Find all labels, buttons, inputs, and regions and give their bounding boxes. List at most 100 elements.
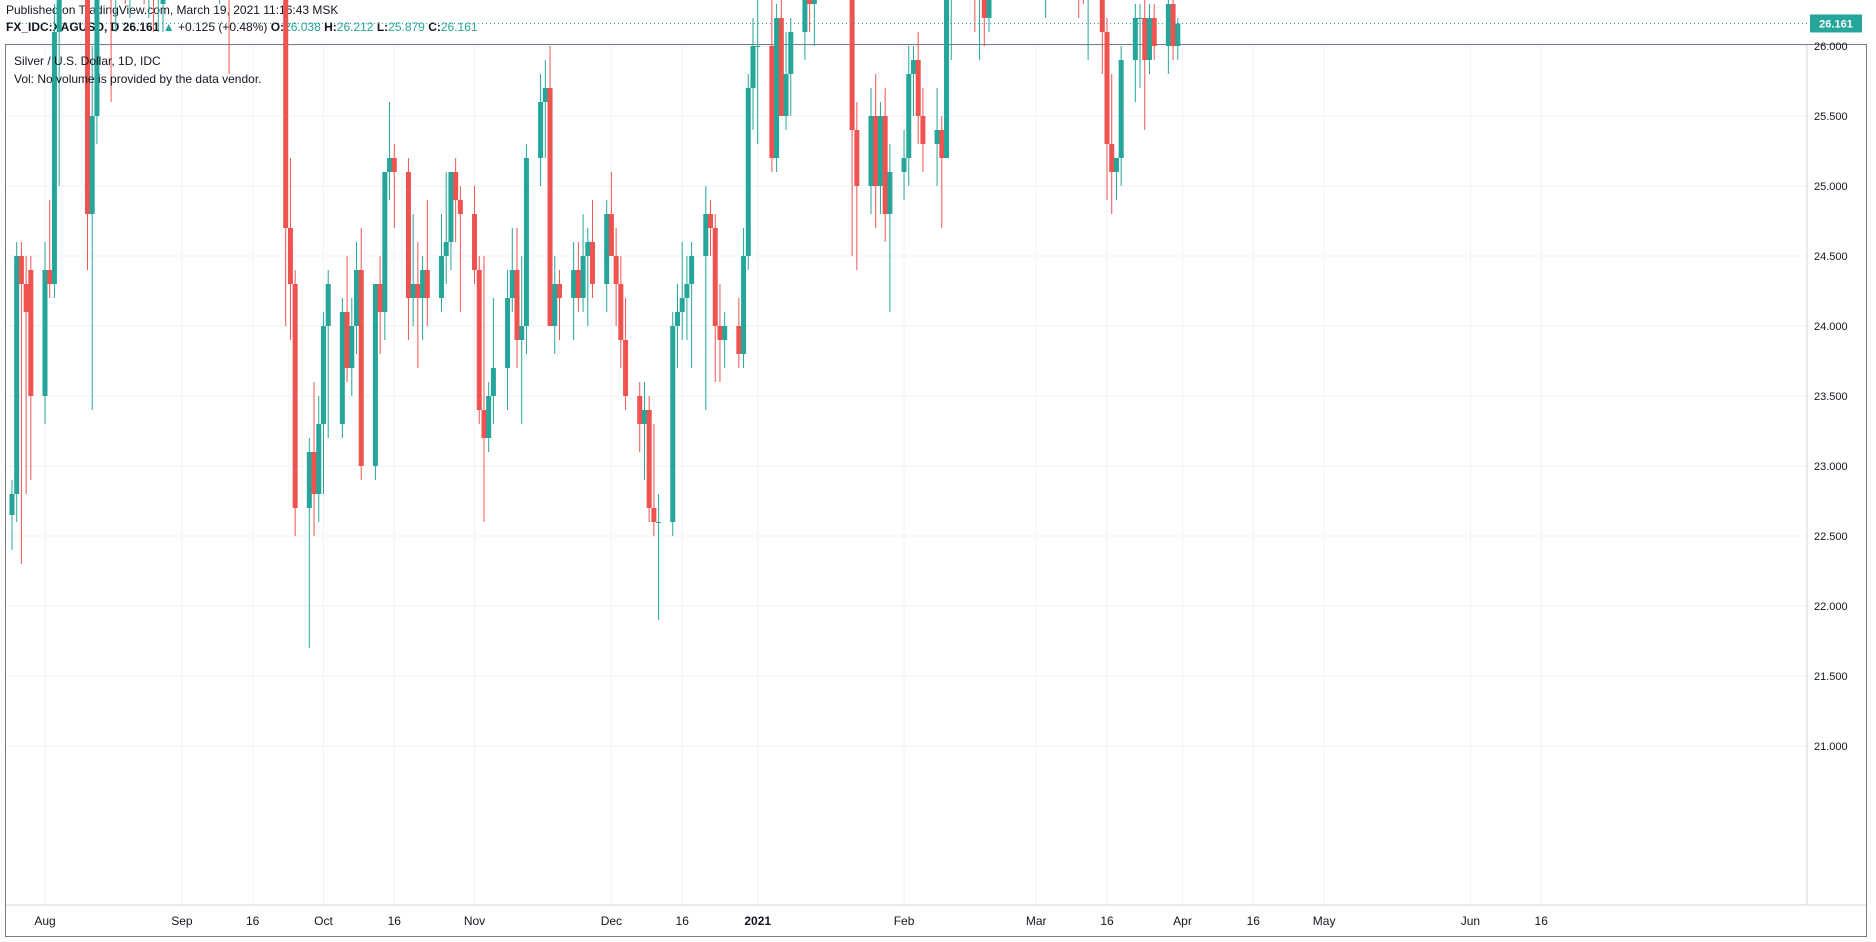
candle bbox=[377, 256, 383, 354]
candle bbox=[651, 424, 657, 536]
candle bbox=[1113, 158, 1119, 200]
candle bbox=[523, 144, 529, 354]
candle bbox=[944, 0, 950, 158]
candle bbox=[28, 256, 34, 480]
candle bbox=[1104, 18, 1110, 200]
candle-body bbox=[1146, 18, 1152, 60]
high-value: 26.212 bbox=[336, 20, 374, 34]
time-tick-label: Aug bbox=[34, 914, 55, 928]
candle bbox=[490, 298, 496, 424]
low-value: 25.879 bbox=[388, 20, 425, 34]
candle-body bbox=[618, 284, 624, 340]
candle bbox=[736, 298, 742, 368]
candle bbox=[287, 158, 293, 340]
candle bbox=[679, 242, 685, 340]
price-tick-label: 23.000 bbox=[1814, 461, 1848, 473]
candle-body bbox=[788, 32, 794, 74]
candle-body bbox=[523, 158, 529, 326]
price-tick-label: 23.500 bbox=[1814, 391, 1848, 403]
candle-body bbox=[23, 284, 29, 312]
candle-body bbox=[438, 256, 444, 298]
candle-body bbox=[641, 410, 647, 424]
candle bbox=[1099, 0, 1105, 74]
candle bbox=[585, 228, 591, 326]
candle bbox=[950, 0, 952, 60]
candle-body bbox=[736, 326, 742, 354]
candle bbox=[590, 200, 596, 298]
candle bbox=[1078, 0, 1080, 18]
candle-body bbox=[849, 0, 855, 130]
time-tick-label: Apr bbox=[1173, 914, 1192, 928]
candle bbox=[769, 0, 775, 172]
candle-body bbox=[538, 102, 544, 158]
candle bbox=[778, 0, 784, 116]
candle-body bbox=[453, 172, 459, 200]
candle-body bbox=[420, 270, 426, 298]
candle-body bbox=[1099, 0, 1105, 32]
candle-body bbox=[509, 270, 515, 298]
candle bbox=[1146, 4, 1152, 74]
candle-body bbox=[56, 0, 62, 32]
candle bbox=[1132, 4, 1138, 102]
candle bbox=[481, 256, 487, 522]
candle bbox=[1170, 0, 1176, 60]
chart-frame[interactable] bbox=[5, 44, 1867, 937]
candle bbox=[509, 228, 515, 312]
price-tick-label: 24.000 bbox=[1814, 321, 1848, 333]
candle bbox=[18, 242, 24, 564]
candle bbox=[538, 74, 544, 186]
candle-body bbox=[382, 172, 388, 312]
candle bbox=[424, 200, 430, 326]
candle-body bbox=[981, 0, 987, 18]
candle-body bbox=[372, 284, 378, 466]
change-value: +0.125 (+0.48%) bbox=[177, 20, 268, 34]
candle bbox=[1118, 46, 1124, 186]
candle bbox=[283, 0, 289, 326]
candle bbox=[887, 144, 893, 312]
time-axis[interactable]: Aug Sep 16 Oct 16 Nov Dec 16 2021 Feb Mar 16 Apr 16 Ma… bbox=[34, 914, 1548, 928]
candle-body bbox=[325, 284, 331, 326]
candle-body bbox=[778, 18, 784, 116]
candle bbox=[1082, 0, 1084, 4]
candle bbox=[148, 0, 150, 18]
low-label: L: bbox=[376, 20, 389, 34]
candle bbox=[552, 256, 558, 354]
candle-body bbox=[882, 116, 888, 214]
candle bbox=[391, 144, 397, 228]
candle bbox=[9, 480, 15, 550]
candle bbox=[547, 46, 553, 326]
candle-body bbox=[854, 130, 860, 186]
candle-body bbox=[51, 32, 57, 284]
candle bbox=[1142, 0, 1148, 130]
candle bbox=[448, 172, 454, 270]
candle-body bbox=[9, 494, 15, 515]
candle bbox=[320, 312, 326, 494]
candle bbox=[311, 382, 317, 536]
candle-body bbox=[1118, 60, 1124, 158]
candle bbox=[807, 0, 813, 32]
price-axis[interactable]: 21.000 21.500 22.000 22.500 23.000 23.500 24.0… bbox=[1814, 0, 1848, 753]
candle-body bbox=[89, 116, 95, 214]
candle bbox=[354, 242, 360, 354]
candle-body bbox=[1104, 32, 1110, 144]
candle-body bbox=[472, 214, 478, 270]
candle bbox=[23, 256, 29, 494]
time-tick-label: Sep bbox=[171, 914, 193, 928]
time-tick-label: 16 bbox=[246, 914, 260, 928]
candle bbox=[14, 242, 20, 522]
price-tick-label: 26.000 bbox=[1814, 41, 1848, 53]
last-price-badge-bg bbox=[1810, 14, 1862, 33]
candle bbox=[981, 0, 987, 46]
candle bbox=[47, 200, 53, 298]
candles-layer bbox=[9, 0, 1181, 648]
candle-body bbox=[514, 270, 520, 340]
time-tick-label: Mar bbox=[1026, 914, 1047, 928]
candle-body bbox=[901, 158, 907, 172]
candle bbox=[755, 0, 761, 144]
candle-body bbox=[646, 410, 652, 508]
candle-body bbox=[1142, 18, 1148, 60]
candle-body bbox=[547, 88, 553, 326]
candle bbox=[143, 0, 145, 4]
last-price-badge: 26.161 bbox=[1810, 14, 1862, 33]
